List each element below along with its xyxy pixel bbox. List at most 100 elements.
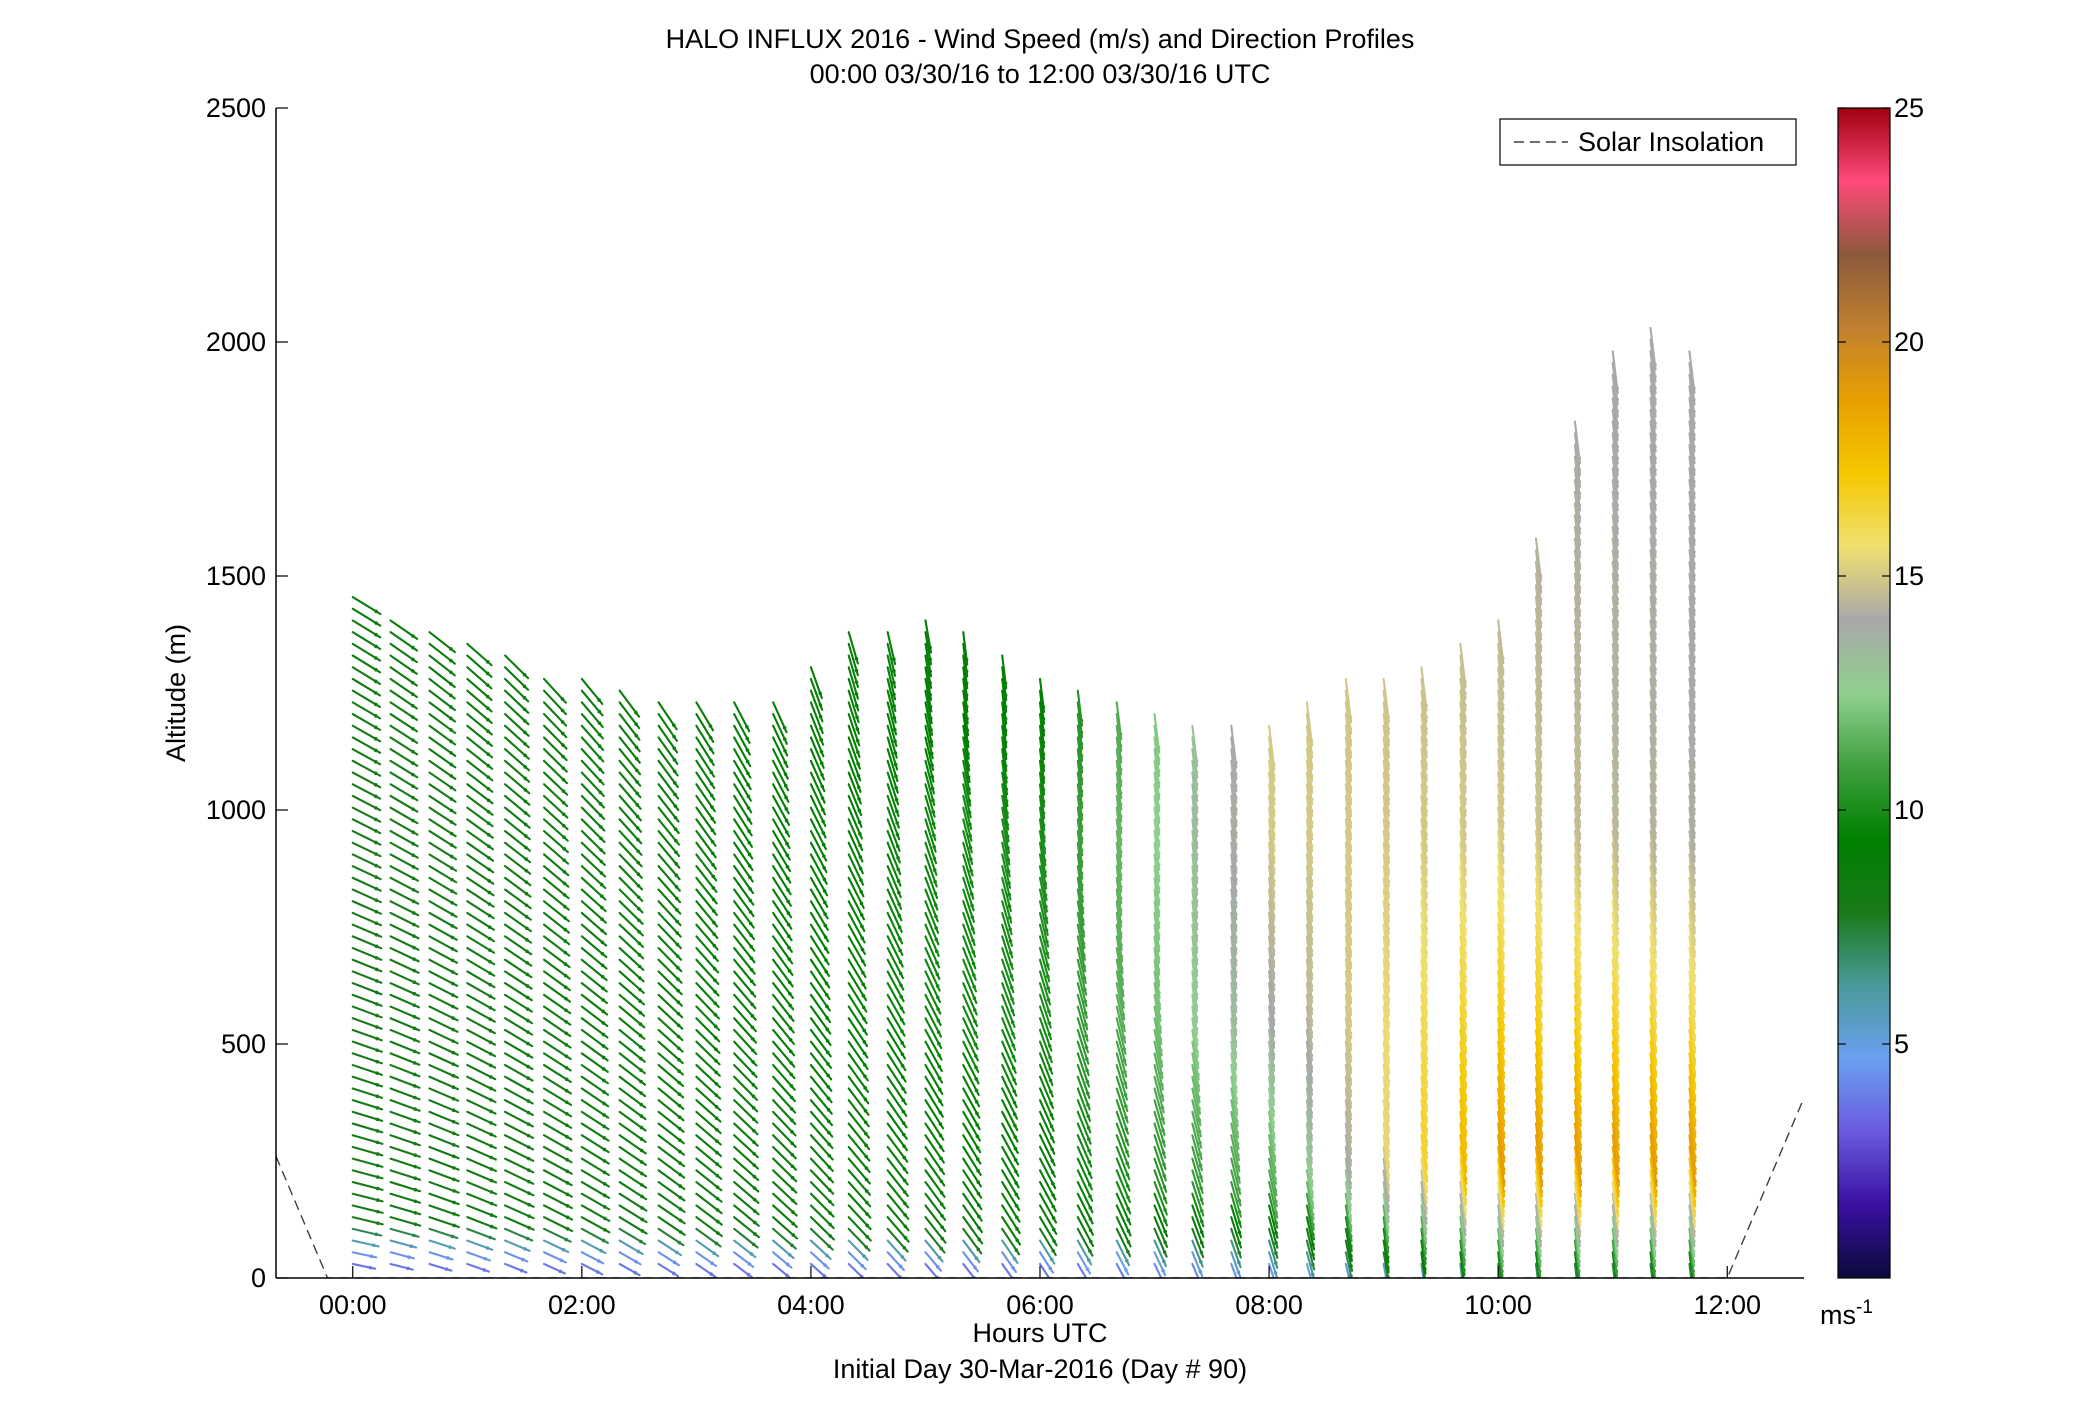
wind-arrow-head bbox=[1274, 1210, 1278, 1215]
wind-arrow-head bbox=[1386, 727, 1391, 731]
wind-arrow-head bbox=[819, 749, 824, 754]
wind-arrow bbox=[1688, 958, 1696, 1006]
wind-arrow bbox=[1305, 923, 1314, 969]
wind-arrow-head bbox=[1348, 1112, 1353, 1117]
wind-arrow bbox=[1459, 1169, 1467, 1216]
wind-arrow bbox=[1573, 1122, 1583, 1175]
wind-arrow-head bbox=[449, 751, 453, 755]
wind-arrow-head bbox=[897, 902, 901, 906]
wind-arrow bbox=[1305, 900, 1314, 946]
wind-arrow-head bbox=[1463, 1177, 1468, 1181]
wind-arrow-head bbox=[638, 1045, 643, 1049]
wind-arrow bbox=[1534, 701, 1543, 747]
wind-arrow-head bbox=[1463, 1081, 1468, 1086]
wind-arrow-head bbox=[1309, 995, 1314, 1000]
wind-arrow-head bbox=[1538, 867, 1543, 872]
wind-arrow bbox=[924, 1262, 939, 1278]
wind-arrow-head bbox=[1079, 754, 1084, 758]
wind-arrow-head bbox=[565, 1112, 569, 1116]
wind-arrow-head bbox=[969, 880, 974, 885]
wind-arrow bbox=[1420, 1028, 1429, 1077]
wind-arrow-head bbox=[485, 1246, 490, 1250]
wind-arrow bbox=[1611, 830, 1619, 876]
wind-arrow-head bbox=[1577, 855, 1582, 860]
wind-arrow-head bbox=[821, 842, 826, 847]
wind-arrow bbox=[1268, 1005, 1276, 1049]
wind-arrow bbox=[1534, 654, 1543, 700]
wind-arrow-head bbox=[639, 1068, 643, 1072]
wind-arrow bbox=[1573, 1099, 1582, 1151]
wind-arrow-head bbox=[1003, 681, 1008, 686]
wind-arrow bbox=[1611, 479, 1619, 523]
wind-arrow-head bbox=[562, 858, 567, 863]
wind-arrow-head bbox=[785, 1273, 789, 1278]
wind-arrow-head bbox=[1082, 964, 1086, 969]
wind-arrow-head bbox=[751, 1071, 755, 1076]
wind-arrow bbox=[1573, 467, 1582, 512]
wind-arrow-head bbox=[1085, 1057, 1089, 1061]
wind-arrow-head bbox=[1692, 538, 1696, 542]
wind-arrow-head bbox=[1615, 819, 1620, 824]
wind-arrow-head bbox=[1692, 667, 1696, 671]
wind-arrow bbox=[1230, 958, 1238, 1002]
wind-arrow-head bbox=[1578, 1022, 1582, 1027]
wind-arrow-head bbox=[936, 1018, 941, 1023]
wind-arrow bbox=[1420, 759, 1428, 806]
wind-arrow-head bbox=[1653, 1046, 1658, 1050]
wind-arrow bbox=[1688, 1028, 1697, 1078]
wind-arrow-head bbox=[1271, 994, 1276, 999]
wind-arrow-head bbox=[672, 734, 676, 739]
wind-arrow-head bbox=[374, 609, 378, 614]
wind-arrow bbox=[1611, 689, 1619, 734]
wind-arrow-head bbox=[895, 832, 900, 837]
wind-arrow-head bbox=[932, 845, 936, 849]
wind-arrow-head bbox=[1463, 1129, 1468, 1134]
wind-arrow-head bbox=[561, 731, 565, 736]
wind-arrow bbox=[1649, 362, 1657, 406]
wind-arrow-head bbox=[525, 961, 529, 965]
wind-arrow-head bbox=[374, 909, 379, 914]
wind-arrow bbox=[1611, 1157, 1620, 1208]
wind-arrow-head bbox=[525, 1007, 530, 1011]
wind-arrow-head bbox=[1500, 668, 1505, 672]
wind-arrow bbox=[1459, 1087, 1468, 1138]
wind-arrow bbox=[1573, 759, 1582, 805]
wind-arrow-head bbox=[601, 1067, 606, 1071]
wind-arrow bbox=[1611, 1169, 1620, 1218]
wind-vectors bbox=[351, 326, 1697, 1278]
wind-arrow-head bbox=[1123, 1070, 1127, 1074]
wind-arrow-head bbox=[1538, 903, 1543, 908]
wind-arrow-head bbox=[678, 1230, 683, 1234]
wind-arrow-head bbox=[939, 1191, 944, 1195]
wind-arrow-head bbox=[1501, 1143, 1506, 1147]
wind-arrow-head bbox=[1118, 826, 1123, 831]
wind-arrow bbox=[1420, 1075, 1429, 1124]
wind-arrow-head bbox=[933, 903, 938, 907]
wind-arrow bbox=[1420, 1145, 1428, 1194]
wind-arrow-head bbox=[1386, 1090, 1391, 1095]
wind-arrow bbox=[1534, 537, 1543, 582]
wind-arrow-head bbox=[1539, 1046, 1543, 1051]
wind-arrow bbox=[1573, 689, 1582, 735]
wind-arrow-head bbox=[678, 1161, 682, 1165]
wind-arrow bbox=[1459, 958, 1467, 1007]
wind-arrow-head bbox=[939, 1156, 943, 1161]
wind-arrow-head bbox=[716, 1231, 720, 1235]
wind-arrow bbox=[1344, 1017, 1353, 1063]
wind-arrow bbox=[1611, 584, 1619, 629]
wind-arrow-head bbox=[677, 1103, 682, 1108]
wind-arrow-head bbox=[1348, 1124, 1353, 1128]
wind-arrow bbox=[1305, 865, 1314, 911]
wind-arrow-head bbox=[487, 902, 492, 906]
wind-arrow-head bbox=[709, 747, 713, 752]
wind-arrow-head bbox=[1653, 1070, 1658, 1074]
wind-arrow-head bbox=[1691, 1249, 1696, 1254]
wind-arrow-head bbox=[1501, 785, 1505, 790]
wind-arrow-head bbox=[746, 806, 751, 810]
wind-arrow-head bbox=[673, 827, 678, 831]
wind-arrow-head bbox=[1692, 831, 1696, 835]
wind-arrow-head bbox=[1539, 1082, 1544, 1087]
wind-arrow-head bbox=[974, 1077, 979, 1081]
wind-arrow-head bbox=[1119, 966, 1124, 970]
wind-arrow-head bbox=[856, 785, 861, 790]
